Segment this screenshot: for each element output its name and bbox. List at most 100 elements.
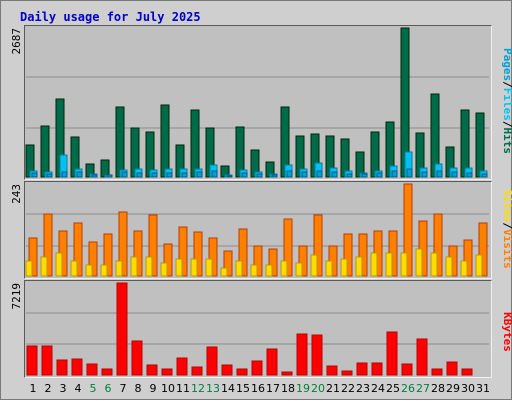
visits-bar xyxy=(133,230,143,277)
sites-bar xyxy=(370,252,378,277)
sites-bar xyxy=(475,254,483,277)
kbytes-bar xyxy=(401,363,413,376)
sites-bar xyxy=(295,262,303,277)
sites-bar xyxy=(250,264,258,277)
day-label: 6 xyxy=(105,382,112,395)
day-label: 13 xyxy=(206,382,220,395)
pages-bar xyxy=(76,171,83,178)
kbytes-bar xyxy=(206,346,218,376)
kbytes-bar xyxy=(296,333,308,376)
day-label: 30 xyxy=(461,382,475,395)
pages-bar xyxy=(481,173,488,178)
kbytes-bar xyxy=(221,364,233,376)
day-label: 1 xyxy=(30,382,37,395)
day-label: 21 xyxy=(326,382,340,395)
pages-bar xyxy=(136,172,143,178)
y-max-label: 243 xyxy=(10,184,23,204)
kbytes-bar xyxy=(191,366,203,376)
hits-bar xyxy=(115,106,125,178)
kbytes-bar xyxy=(146,364,158,376)
pages-bar xyxy=(256,173,263,178)
sites-bar xyxy=(130,256,138,277)
sites-bar xyxy=(190,258,198,277)
legend-visits: Visits xyxy=(501,229,512,269)
day-label: 28 xyxy=(431,382,445,395)
y-max-label: 2687 xyxy=(10,28,23,55)
pages-bar xyxy=(226,175,233,178)
day-label: 31 xyxy=(476,382,490,395)
sites-bar xyxy=(460,260,468,277)
hits-bar xyxy=(370,131,380,178)
day-label: 11 xyxy=(176,382,190,395)
legend-separator: / xyxy=(501,81,512,88)
kbytes-legend: KBytes xyxy=(501,312,512,352)
visits-bar xyxy=(358,233,368,277)
day-label: 8 xyxy=(135,382,142,395)
sites-bar xyxy=(85,264,93,277)
pages-bar xyxy=(121,171,128,178)
pages-bar xyxy=(166,172,173,178)
kbytes-bar xyxy=(236,368,248,376)
hits-bar xyxy=(475,112,485,178)
visits-bar xyxy=(283,218,293,277)
hits-bar xyxy=(40,125,50,178)
visits-legend: Sites/Visits xyxy=(501,189,512,269)
pages-bar xyxy=(286,170,293,178)
sites-bar xyxy=(445,256,453,277)
pages-bar xyxy=(151,172,158,178)
kbytes-bar xyxy=(116,282,128,376)
kbytes-bar xyxy=(161,368,173,376)
day-label: 4 xyxy=(75,382,82,395)
y-max-label: 7219 xyxy=(10,283,23,310)
kbytes-bar xyxy=(281,371,293,376)
kbytes-bar xyxy=(41,345,53,376)
pages-bar xyxy=(46,173,53,178)
hits-bar xyxy=(100,159,110,178)
pages-bar xyxy=(466,172,473,178)
pages-bar xyxy=(436,170,443,178)
pages-bar xyxy=(31,172,38,178)
pages-bar xyxy=(421,171,428,178)
hits-bar xyxy=(160,104,170,178)
day-label: 9 xyxy=(150,382,157,395)
visits-bar xyxy=(478,222,488,277)
day-label: 18 xyxy=(281,382,295,395)
pages-bar xyxy=(406,168,413,178)
pages-bar xyxy=(331,171,338,178)
pages-bar xyxy=(451,171,458,178)
hits-bar xyxy=(460,109,470,178)
kbytes-bar xyxy=(26,345,38,376)
pages-bar xyxy=(301,171,308,178)
pages-bar xyxy=(91,174,98,178)
day-label: 20 xyxy=(311,382,325,395)
sites-bar xyxy=(385,252,393,277)
day-label: 5 xyxy=(90,382,97,395)
kbytes-bar xyxy=(101,368,113,376)
pages-bar xyxy=(361,173,368,178)
day-label: 10 xyxy=(161,382,175,395)
legend-pages: Pages xyxy=(501,48,512,81)
legend-sites: Sites xyxy=(501,189,512,222)
day-label: 7 xyxy=(120,382,127,395)
legend-separator: / xyxy=(501,121,512,128)
kbytes-bar xyxy=(326,365,338,376)
visits-bar xyxy=(103,233,113,277)
pages-bar xyxy=(241,172,248,178)
visits-bar xyxy=(193,231,203,277)
sites-bar xyxy=(70,260,78,277)
sites-bar xyxy=(400,252,408,277)
visits-bar xyxy=(73,222,83,277)
pages-bar xyxy=(271,174,278,178)
sites-bar xyxy=(325,260,333,277)
pages-bar xyxy=(211,170,218,178)
kbytes-bar xyxy=(251,360,263,376)
day-label: 3 xyxy=(60,382,67,395)
sites-bar xyxy=(235,260,243,277)
chart-title: Daily usage for July 2025 xyxy=(20,10,201,24)
day-label: 29 xyxy=(446,382,460,395)
kbytes-bar xyxy=(416,338,428,376)
visits-bar xyxy=(268,248,278,277)
day-label: 19 xyxy=(296,382,310,395)
hits-legend: Pages/Files/Hits xyxy=(501,48,512,154)
kbytes-bar xyxy=(431,368,443,376)
